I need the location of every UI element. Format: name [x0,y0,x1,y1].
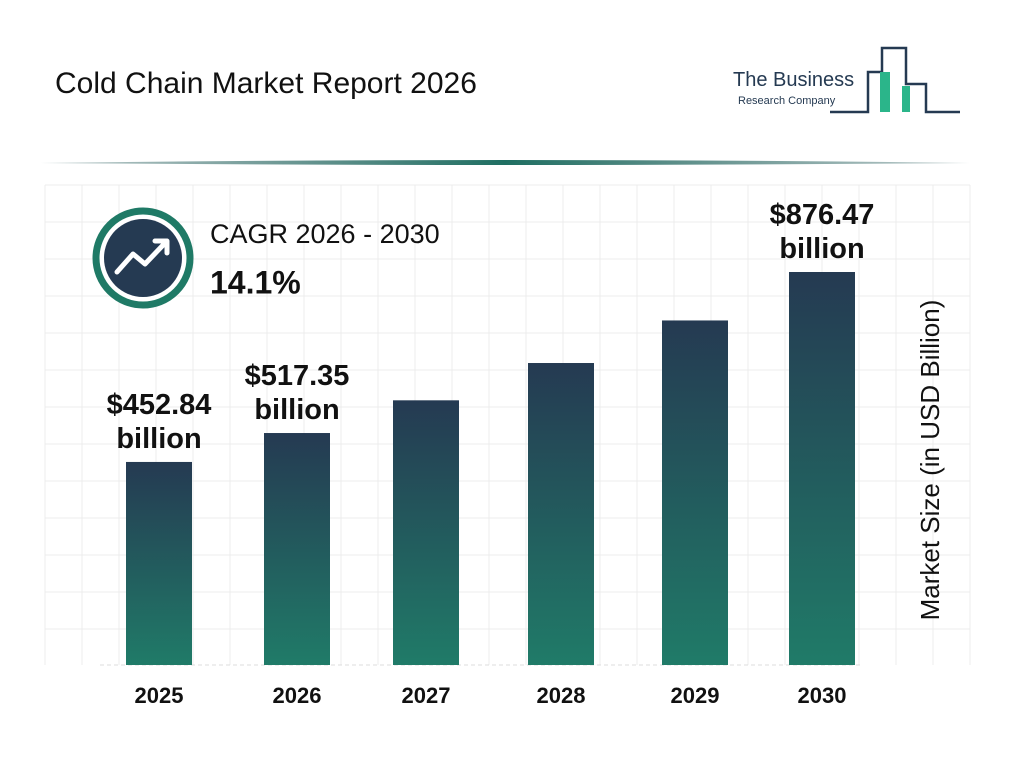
bar [789,272,855,665]
logo-text: The Business [733,69,854,91]
value-label: $876.47 billion [769,199,875,265]
bar [662,320,728,665]
value-label: $517.35 billion [244,360,350,427]
cagr-value: 14.1% [210,264,301,300]
bar [264,433,330,665]
bar [393,400,459,665]
x-tick-label: 2028 [537,683,586,708]
x-tick-label: 2027 [402,683,451,708]
x-tick-label: 2025 [135,683,184,708]
bar [528,363,594,665]
cagr-icon [92,207,194,309]
value-label: $452.84 billion [106,388,212,455]
cagr-label: CAGR 2026 - 2030 [210,219,440,249]
y-axis-label: Market Size (in USD Billion) [915,300,945,621]
separator [40,160,970,165]
x-tick-label: 2030 [798,683,847,708]
logo: The Business Research Company [733,46,960,114]
logo-subtext: Research Company [738,95,836,107]
title: Cold Chain Market Report 2026 [55,67,477,100]
x-tick-label: 2029 [671,683,720,708]
bar [126,461,192,665]
x-tick-label: 2026 [273,683,322,708]
